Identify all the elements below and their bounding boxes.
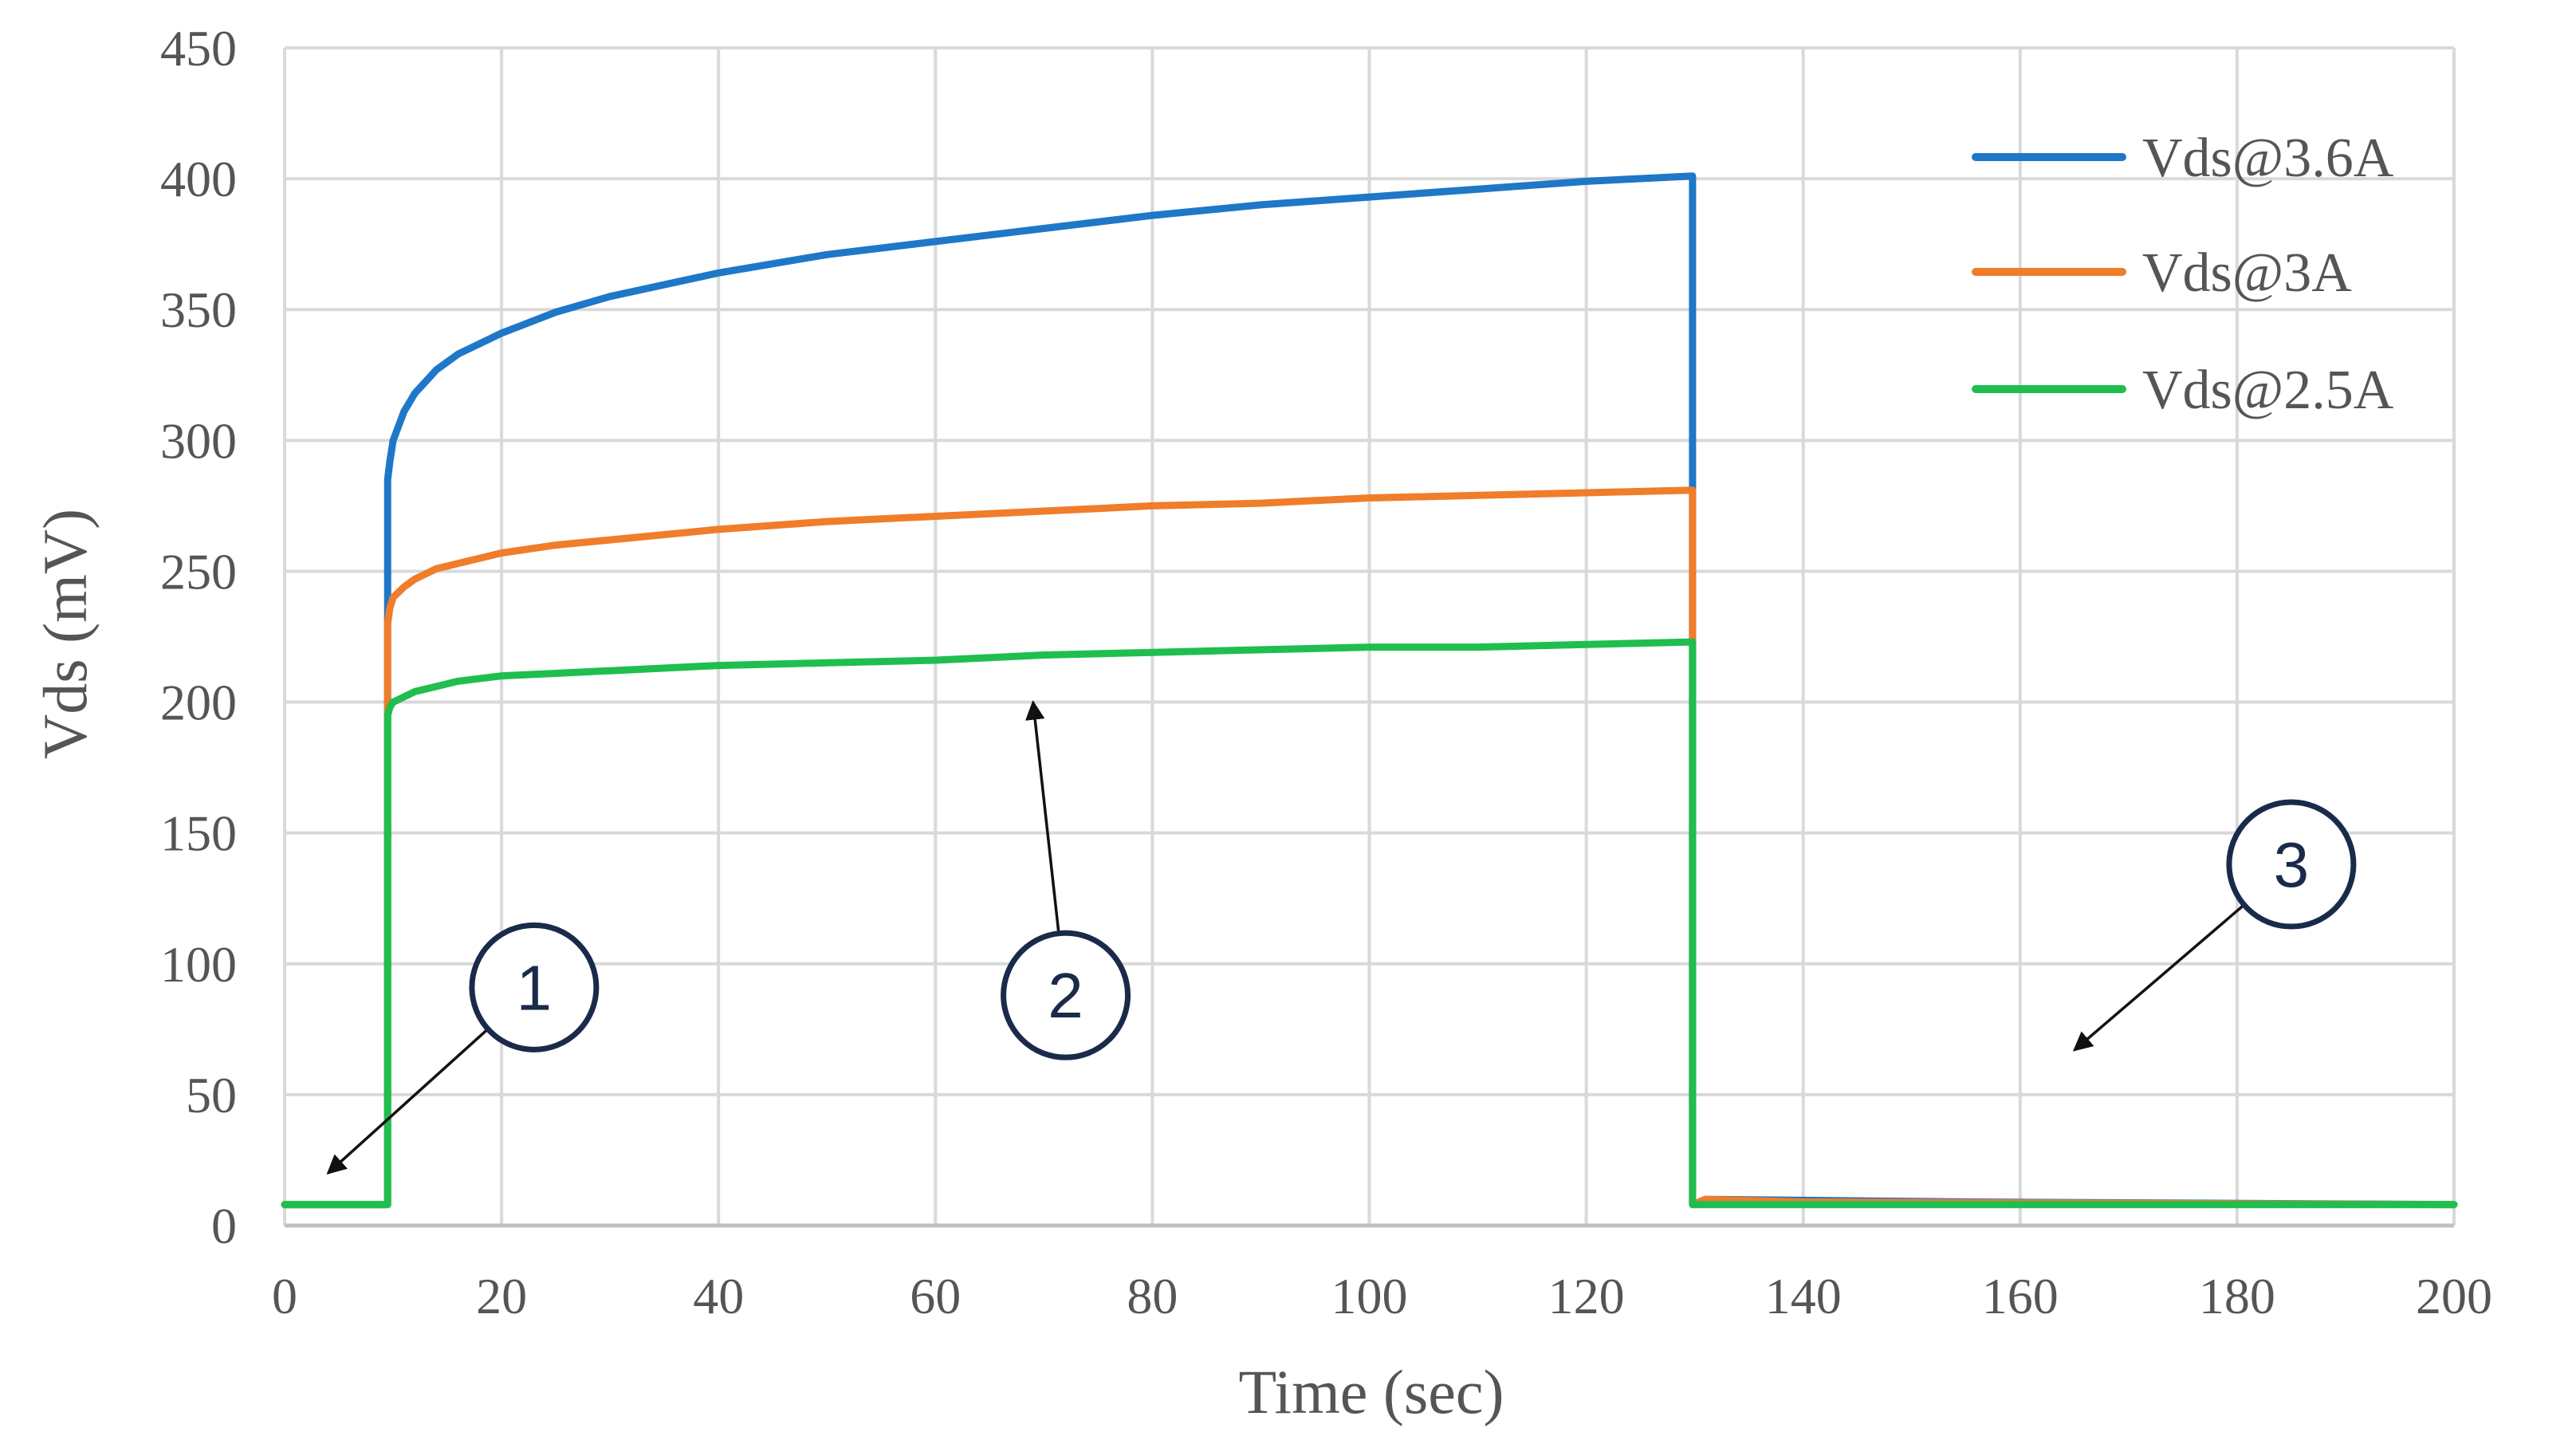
series-lines [281,172,2458,1209]
legend-label: Vds@3A [2142,242,2352,304]
callout-number: 1 [517,952,553,1023]
callout-circle [469,922,600,1053]
y-tick-label: 100 [160,936,237,993]
x-tick-label: 100 [1331,1268,1408,1324]
y-tick-label: 0 [211,1198,237,1254]
callouts: 1 2 3 [326,700,2357,1174]
series-line-Vds@3.6A [281,172,2458,1209]
x-tick-label: 180 [2199,1268,2275,1324]
x-tick-label: 40 [693,1268,744,1324]
legend: Vds@3.6A Vds@3A Vds@2.5A [1972,128,2394,421]
x-tick-label: 0 [272,1268,297,1324]
callout-circle [2226,799,2357,930]
x-tick-label: 160 [1982,1268,2059,1324]
callout-arrow [1025,700,1060,934]
legend-label: Vds@2.5A [2142,360,2394,421]
y-tick-label: 300 [160,412,237,469]
axes: 0 20 40 60 80 100 120 140 160 180 200 0 50 100 150 200 2… [160,20,2492,1324]
legend-label: Vds@3.6A [2142,128,2394,189]
x-tick-label: 80 [1127,1268,1178,1324]
x-tick-label: 20 [476,1268,527,1324]
callout-arrow [326,1028,490,1174]
y-tick-label: 250 [160,543,237,600]
y-tick-label: 150 [160,805,237,862]
x-tick-label: 140 [1765,1268,1842,1324]
callout-number: 2 [1048,960,1083,1031]
y-tick-label: 200 [160,675,237,731]
x-tick-label: 60 [910,1268,961,1324]
y-tick-label: 450 [160,20,237,77]
x-axis-title: Time (sec) [1239,1357,1504,1426]
callout-number: 3 [2274,829,2310,900]
series-line-Vds@2.5A [281,638,2458,1209]
y-tick-label: 50 [186,1067,237,1123]
callout-arrow [2072,903,2245,1052]
y-tick-label: 350 [160,281,237,338]
x-tick-label: 120 [1548,1268,1625,1324]
gridlines [283,46,2456,1227]
x-tick-label: 200 [2416,1268,2492,1324]
y-axis-title: Vds (mV) [30,509,100,759]
series-line-Vds@3A [281,486,2458,1209]
callout-circle [1001,930,1131,1060]
y-tick-label: 400 [160,151,237,207]
